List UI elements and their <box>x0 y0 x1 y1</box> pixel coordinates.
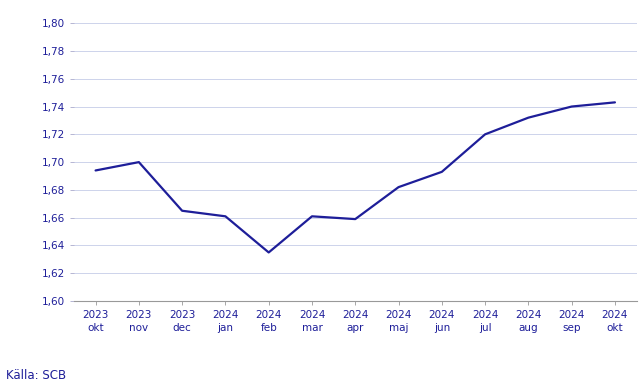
Text: Källa: SCB: Källa: SCB <box>6 369 67 382</box>
